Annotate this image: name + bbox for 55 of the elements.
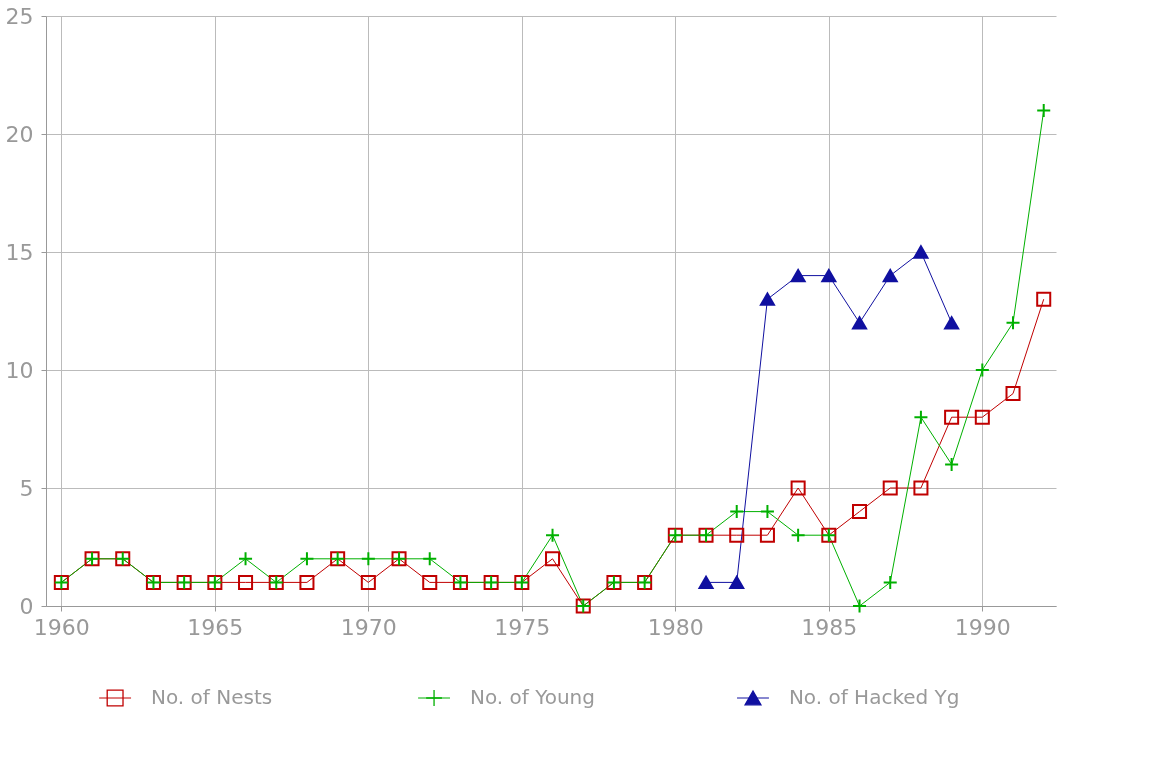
point <box>729 527 745 543</box>
point <box>790 268 806 283</box>
point <box>299 574 315 590</box>
point <box>422 551 438 567</box>
y-tick-label: 20 <box>5 121 34 147</box>
x-tick-label: 1985 <box>801 614 858 640</box>
point <box>1005 386 1021 402</box>
point <box>759 292 775 306</box>
x-tick-label: 1975 <box>494 614 551 640</box>
point <box>790 480 806 496</box>
point <box>913 245 929 259</box>
point <box>238 551 254 567</box>
point <box>360 551 376 567</box>
point <box>944 316 960 330</box>
point <box>944 409 960 425</box>
y-tick-label: 5 <box>19 475 34 501</box>
point <box>422 574 438 590</box>
point <box>1036 102 1052 118</box>
point <box>729 504 745 520</box>
point <box>1005 315 1021 331</box>
legend-label: No. of Young <box>469 685 595 709</box>
point <box>821 268 837 283</box>
point <box>913 480 929 496</box>
y-tick-label: 25 <box>5 3 34 29</box>
point <box>852 504 868 520</box>
legend-label: No. of Hacked Yg <box>788 685 960 709</box>
x-tick-label: 1990 <box>954 614 1011 640</box>
point <box>882 268 898 283</box>
point <box>238 574 254 590</box>
y-tick-label: 0 <box>19 593 34 619</box>
point <box>882 480 898 496</box>
x-tick-label: 1960 <box>33 614 90 640</box>
point <box>698 575 714 590</box>
y-tick-label: 10 <box>5 357 34 383</box>
point <box>360 574 376 590</box>
point <box>944 456 960 472</box>
point <box>759 527 775 543</box>
point <box>545 527 561 543</box>
point <box>913 409 929 425</box>
point <box>974 362 990 378</box>
y-tick-label: 15 <box>5 239 34 265</box>
point <box>882 574 898 590</box>
point <box>729 575 745 590</box>
x-tick-label: 1965 <box>187 614 244 640</box>
point <box>759 504 775 520</box>
point <box>1036 291 1052 307</box>
point <box>852 316 868 330</box>
point <box>299 551 315 567</box>
point <box>790 527 806 543</box>
legend-label: No. of Nests <box>151 685 273 709</box>
point <box>974 409 990 425</box>
point <box>852 598 868 614</box>
x-tick-label: 1970 <box>340 614 397 640</box>
x-tick-label: 1980 <box>647 614 704 640</box>
point <box>545 551 561 567</box>
